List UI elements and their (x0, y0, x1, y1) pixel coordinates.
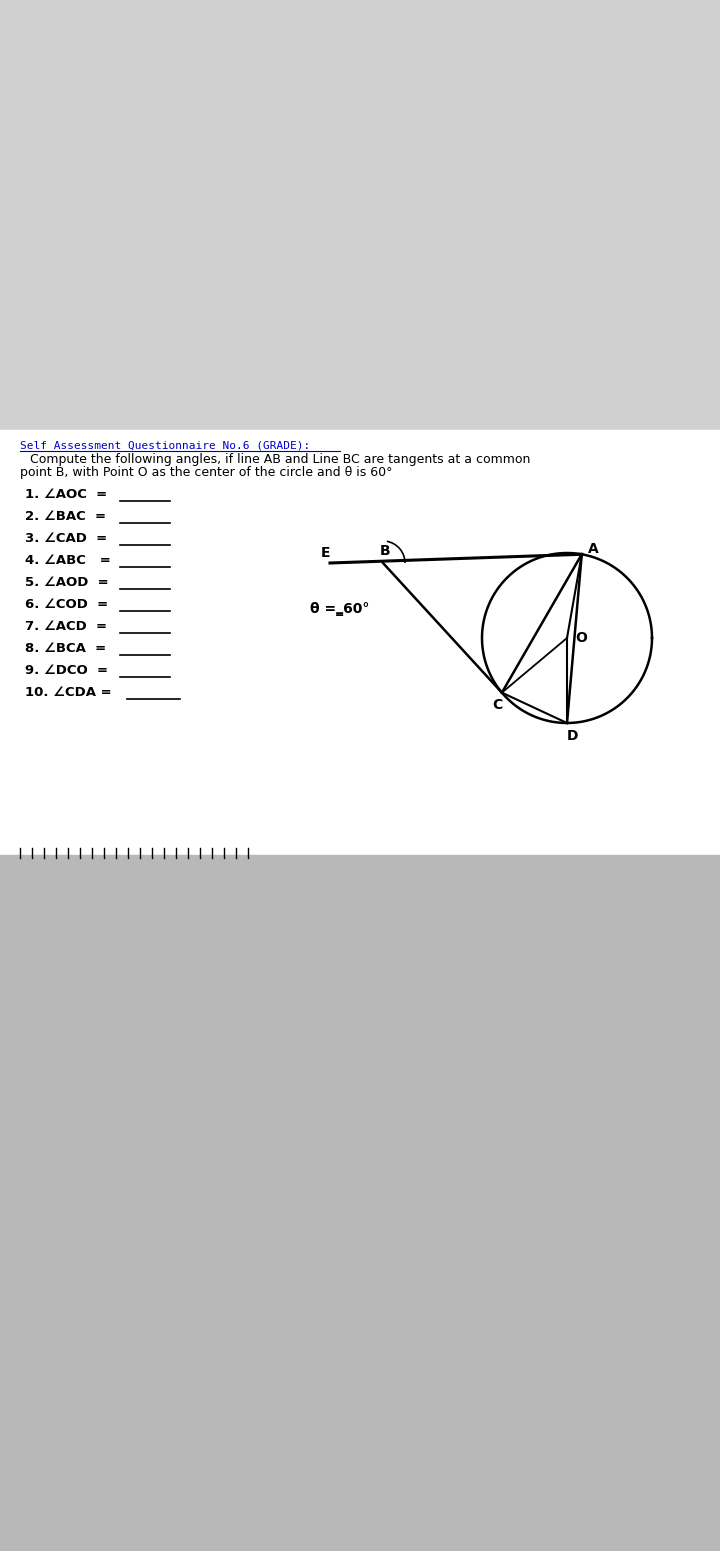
Text: 10. ∠CDA =: 10. ∠CDA = (25, 686, 112, 700)
Text: θ =‗60°: θ =‗60° (310, 602, 369, 616)
Text: 5. ∠AOD  =: 5. ∠AOD = (25, 575, 109, 589)
Text: E: E (320, 546, 330, 560)
Text: 7. ∠ACD  =: 7. ∠ACD = (25, 620, 107, 633)
Text: 8. ∠BCA  =: 8. ∠BCA = (25, 642, 106, 655)
Text: 3. ∠CAD  =: 3. ∠CAD = (25, 532, 107, 544)
Text: D: D (566, 729, 577, 743)
Text: C: C (492, 698, 502, 712)
Text: 2. ∠BAC  =: 2. ∠BAC = (25, 510, 106, 523)
Text: Self Assessment Questionnaire No.6 (GRADE):: Self Assessment Questionnaire No.6 (GRAD… (20, 440, 310, 450)
Text: 9. ∠DCO  =: 9. ∠DCO = (25, 664, 108, 676)
Text: 4. ∠ABC   =: 4. ∠ABC = (25, 554, 111, 568)
Text: Compute the following angles, if line AB and Line BC are tangents at a common: Compute the following angles, if line AB… (30, 453, 531, 465)
Text: 6. ∠COD  =: 6. ∠COD = (25, 599, 108, 611)
Text: A: A (588, 543, 599, 557)
Text: B: B (379, 544, 390, 558)
Text: O: O (575, 631, 587, 645)
Text: point B, with Point O as the center of the circle and θ is 60°: point B, with Point O as the center of t… (20, 465, 392, 479)
Text: 1. ∠AOC  =: 1. ∠AOC = (25, 489, 107, 501)
